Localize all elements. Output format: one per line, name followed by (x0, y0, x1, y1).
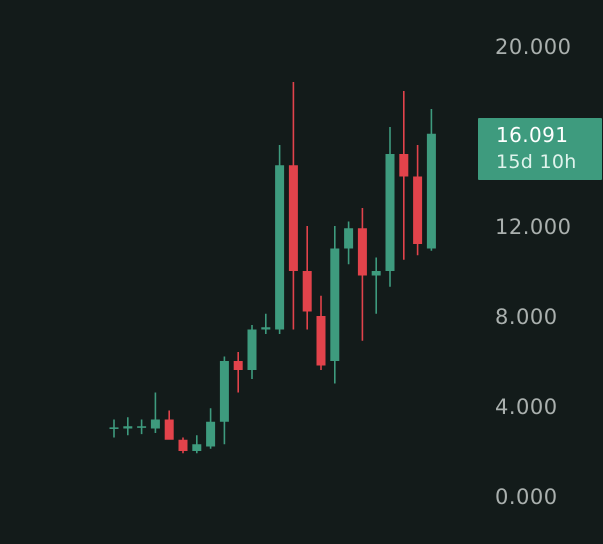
candle-body-down (233, 361, 243, 370)
candle-body-down (164, 419, 174, 440)
y-tick-label: 12.000 (495, 215, 571, 239)
current-price-value: 16.091 (496, 123, 569, 147)
current-price-badge: 16.091 15d 10h (478, 118, 602, 180)
candle-body-up (206, 421, 216, 447)
y-tick-label: 4.000 (495, 395, 558, 419)
candle-countdown: 15d 10h (496, 151, 577, 173)
candle-body-down (302, 271, 312, 312)
candle-body-up (150, 419, 160, 429)
candle-body-up (247, 329, 257, 370)
candle-body-down (178, 439, 188, 451)
candle-body-up (275, 165, 285, 330)
candle-body-up (109, 427, 119, 429)
candle-body-up (371, 271, 381, 276)
candle-body-down (413, 176, 423, 244)
candle-body-up (219, 361, 229, 422)
candle-body-down (316, 316, 326, 366)
candle-body-up (137, 426, 147, 428)
candle-body-up (123, 426, 133, 429)
y-tick-label: 20.000 (495, 35, 571, 59)
candle-body-down (399, 154, 409, 177)
candle-body-up (426, 133, 436, 249)
candle-body-up (192, 444, 202, 451)
candle-body-up (330, 248, 340, 361)
y-tick-label: 0.000 (495, 485, 558, 509)
candle-body-down (357, 228, 367, 276)
candle-body-up (261, 327, 271, 330)
y-tick-label: 8.000 (495, 305, 558, 329)
candle-body-up (385, 154, 395, 271)
candles-group (109, 82, 436, 454)
candle-body-down (288, 165, 298, 271)
candle-body-up (344, 228, 354, 249)
